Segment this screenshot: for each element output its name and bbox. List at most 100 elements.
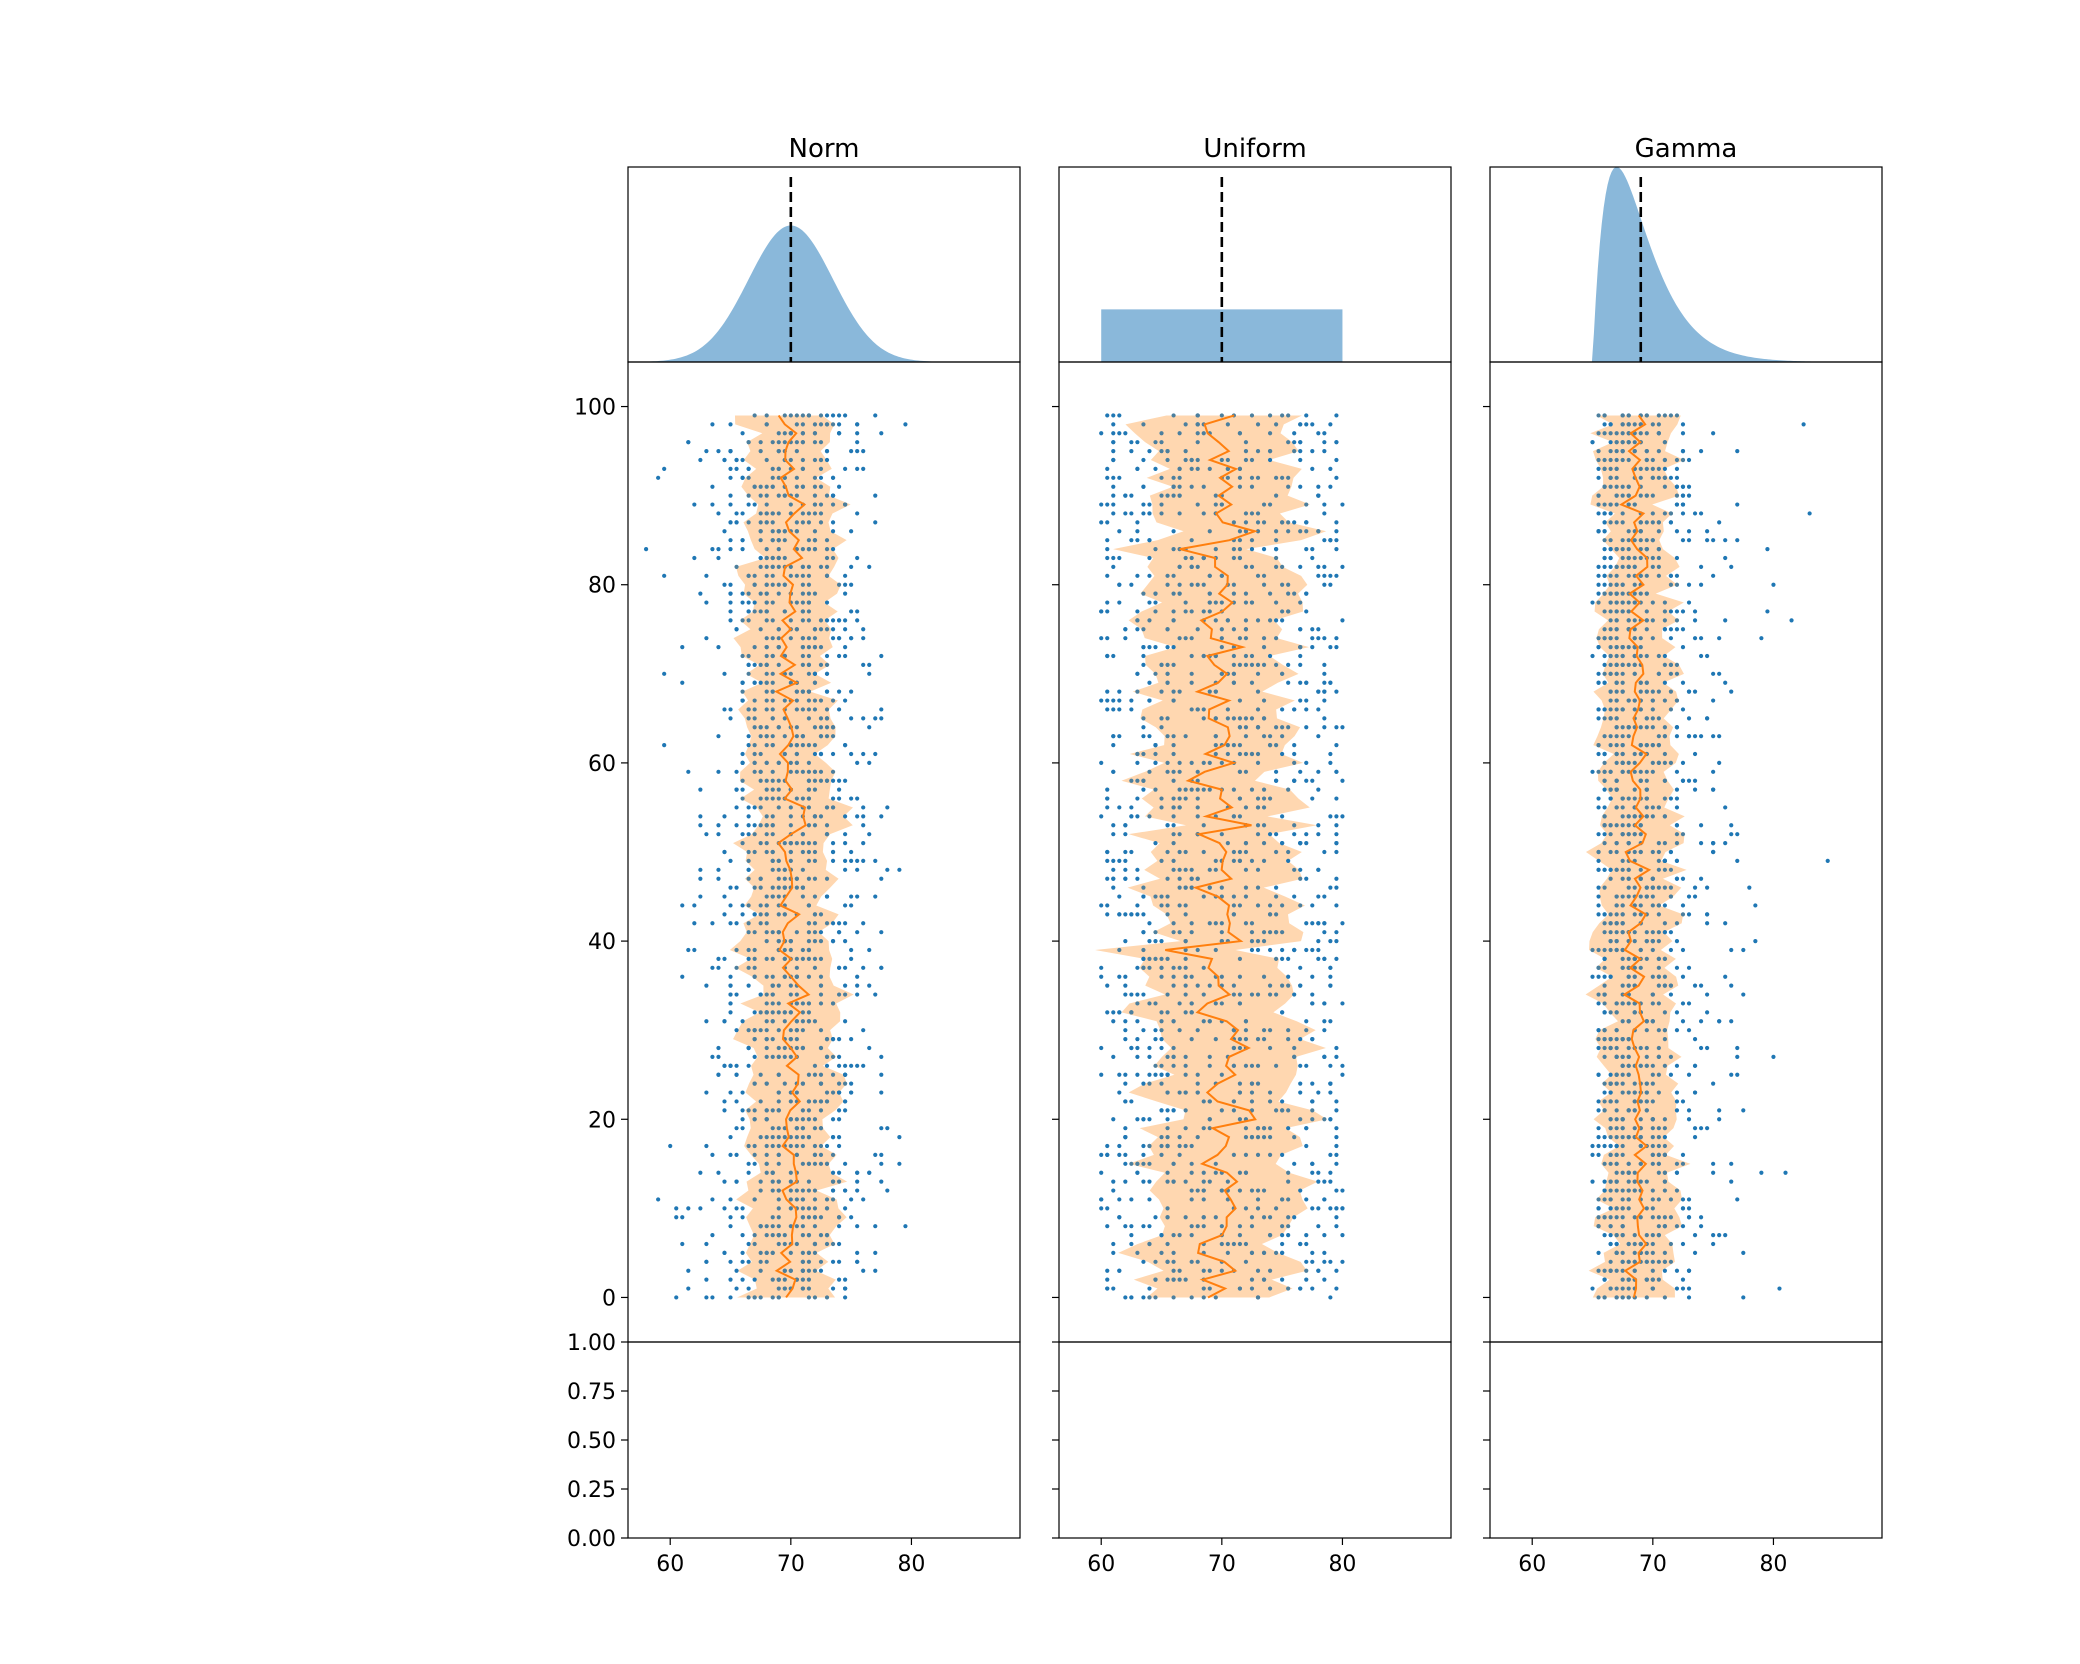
scatter-point xyxy=(1177,466,1182,472)
scatter-point xyxy=(1644,1081,1649,1086)
scatter-point xyxy=(1596,1206,1601,1211)
scatter-point xyxy=(1099,903,1104,908)
scatter-point xyxy=(1674,823,1680,828)
scatter-point xyxy=(746,921,751,926)
scatter-point xyxy=(1608,921,1613,926)
scatter-point xyxy=(1141,930,1146,935)
scatter-point xyxy=(1219,1224,1224,1229)
scatter-point xyxy=(1286,609,1291,614)
scatter-point xyxy=(740,431,745,436)
scatter-point xyxy=(812,742,818,748)
scatter-point xyxy=(1614,1215,1619,1220)
scatter-point xyxy=(1159,796,1164,801)
scatter-point xyxy=(782,912,787,917)
scatter-point xyxy=(1614,930,1619,935)
scatter-point xyxy=(1298,698,1303,703)
scatter-point xyxy=(1741,1250,1746,1256)
scatter-point xyxy=(1111,1054,1116,1060)
scatter-point xyxy=(1292,448,1297,454)
scatter-point xyxy=(1117,1143,1122,1149)
scatter-point xyxy=(855,867,860,872)
scatter-point xyxy=(1638,1241,1643,1247)
scatter-point xyxy=(1608,716,1613,721)
scatter-point xyxy=(1322,1259,1327,1264)
scatter-point xyxy=(1310,636,1315,641)
scatter-point xyxy=(1165,1241,1170,1247)
scatter-point xyxy=(1189,1010,1194,1015)
scatter-point xyxy=(1123,1099,1128,1104)
scatter-point xyxy=(1231,903,1236,908)
scatter-point xyxy=(782,974,787,979)
scatter-point xyxy=(1674,502,1680,507)
scatter-point xyxy=(1123,832,1128,837)
scatter-point xyxy=(1632,1232,1637,1238)
scatter-point xyxy=(1644,689,1649,694)
scatter-point xyxy=(1267,457,1273,463)
scatter-point xyxy=(1213,1295,1218,1300)
bottom-y-tick-label: 0.00 xyxy=(567,1527,616,1552)
scatter-point xyxy=(1644,591,1649,596)
scatter-point xyxy=(1674,876,1680,881)
scatter-point xyxy=(1129,805,1134,810)
scatter-point xyxy=(1237,1170,1243,1175)
scatter-point xyxy=(794,627,799,632)
scatter-point xyxy=(734,511,739,516)
scatter-point xyxy=(824,662,830,668)
scatter-point xyxy=(1711,1241,1716,1247)
scatter-point xyxy=(1632,956,1637,962)
scatter-point xyxy=(764,760,769,766)
scatter-point xyxy=(794,1045,799,1051)
scatter-point xyxy=(1280,1152,1285,1158)
scatter-point xyxy=(764,502,769,507)
scatter-point xyxy=(758,511,763,516)
scatter-point xyxy=(1711,787,1716,792)
scatter-point xyxy=(1334,938,1339,944)
scatter-point xyxy=(1334,1206,1339,1211)
scatter-point xyxy=(1638,1215,1643,1220)
scatter-point xyxy=(1183,983,1188,988)
scatter-point xyxy=(1656,529,1661,534)
scatter-point xyxy=(1644,573,1649,578)
scatter-point xyxy=(1698,734,1704,739)
scatter-point xyxy=(812,591,818,596)
scatter-point xyxy=(1171,591,1176,596)
scatter-point xyxy=(1608,769,1613,774)
scatter-point xyxy=(728,707,733,712)
scatter-point xyxy=(764,787,769,792)
scatter-point xyxy=(1105,573,1110,578)
scatter-point xyxy=(818,484,824,489)
scatter-point xyxy=(770,653,775,659)
scatter-point xyxy=(1602,840,1607,846)
scatter-point xyxy=(1644,930,1649,935)
scatter-point xyxy=(1334,475,1339,480)
scatter-point xyxy=(1662,1215,1667,1220)
scatter-point xyxy=(728,466,733,472)
scatter-point xyxy=(1723,840,1728,846)
scatter-point xyxy=(1705,538,1710,543)
scatter-point xyxy=(1280,725,1285,730)
scatter-point xyxy=(1201,1197,1206,1202)
scatter-point xyxy=(1123,627,1128,632)
scatter-point xyxy=(1111,734,1116,739)
scatter-point xyxy=(824,422,830,427)
scatter-point xyxy=(1183,938,1188,944)
scatter-point xyxy=(1656,734,1661,739)
scatter-point xyxy=(806,1072,812,1077)
scatter-point xyxy=(1219,1072,1224,1077)
scatter-point xyxy=(818,475,824,480)
scatter-point xyxy=(1195,707,1200,712)
scatter-point xyxy=(1608,591,1613,596)
scatter-point xyxy=(1123,1295,1128,1300)
scatter-point xyxy=(1243,1063,1249,1068)
scatter-point xyxy=(770,1001,775,1006)
scatter-point xyxy=(710,1152,715,1158)
scatter-point xyxy=(1286,484,1291,489)
scatter-point xyxy=(1626,1179,1631,1184)
scatter-point xyxy=(1237,475,1243,480)
scatter-point xyxy=(1626,734,1631,739)
scatter-point xyxy=(824,618,830,623)
scatter-point xyxy=(1267,992,1273,997)
scatter-point xyxy=(1310,1259,1315,1264)
scatter-point xyxy=(1614,823,1619,828)
